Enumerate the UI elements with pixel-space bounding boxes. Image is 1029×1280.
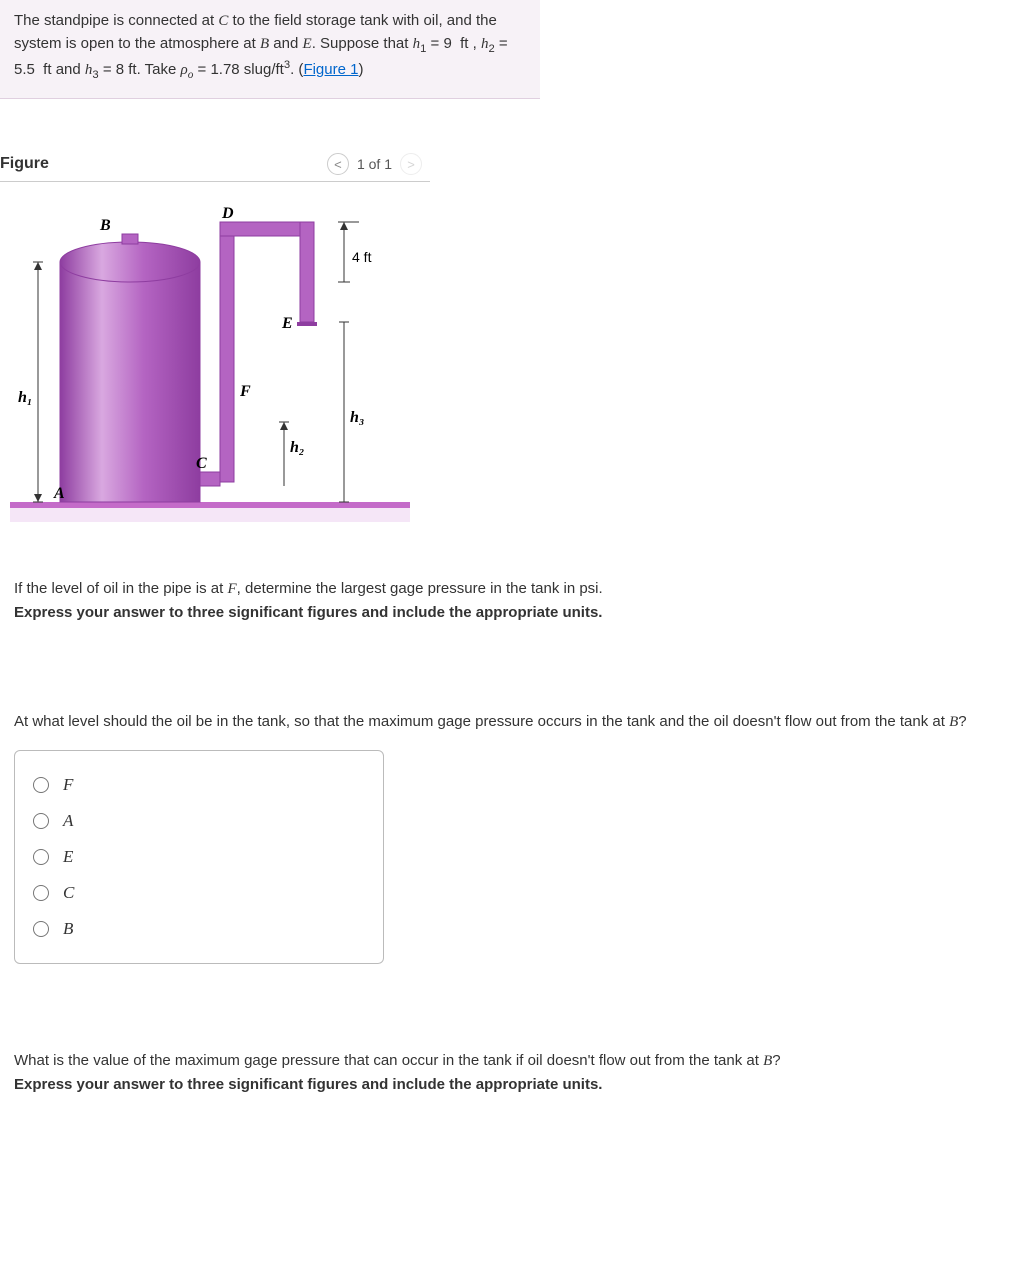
option-C[interactable]: C bbox=[33, 875, 365, 911]
problem-text-end: ) bbox=[358, 61, 363, 78]
option-B-label: B bbox=[63, 919, 73, 939]
question-2: At what level should the oil be in the t… bbox=[14, 710, 1015, 734]
radio-E[interactable] bbox=[33, 849, 49, 865]
option-A-label: A bbox=[63, 811, 73, 831]
figure-panel: Figure < 1 of 1 > B D E F C Ah₁ h₂ h₃ 4 ft bbox=[0, 149, 430, 522]
option-C-label: C bbox=[63, 883, 74, 903]
svg-text:D: D bbox=[221, 205, 234, 222]
q1-instruction: Express your answer to three significant… bbox=[14, 601, 1015, 625]
radio-C[interactable] bbox=[33, 885, 49, 901]
q2-options: F A E C B bbox=[14, 750, 384, 964]
q2-prompt: At what level should the oil be in the t… bbox=[14, 710, 1015, 734]
svg-text:h₁: h₁ bbox=[18, 389, 32, 406]
svg-text:h₃: h₃ bbox=[350, 409, 364, 426]
radio-A[interactable] bbox=[33, 813, 49, 829]
question-1: If the level of oil in the pipe is at F,… bbox=[14, 577, 1015, 625]
q3-prompt: What is the value of the maximum gage pr… bbox=[14, 1049, 1015, 1073]
question-3: What is the value of the maximum gage pr… bbox=[14, 1049, 1015, 1097]
svg-text:h₂: h₂ bbox=[290, 439, 304, 456]
option-F-label: F bbox=[63, 775, 73, 795]
svg-text:F: F bbox=[239, 383, 251, 400]
svg-text:B: B bbox=[99, 217, 111, 234]
radio-B[interactable] bbox=[33, 921, 49, 937]
svg-text:4 ft: 4 ft bbox=[352, 249, 372, 265]
problem-statement: The standpipe is connected at C to the f… bbox=[0, 0, 540, 99]
svg-text:E: E bbox=[281, 315, 293, 332]
figure-nav-label: 1 of 1 bbox=[357, 156, 392, 172]
problem-text: The standpipe is connected at C to the f… bbox=[14, 12, 508, 78]
q1-prompt: If the level of oil in the pipe is at F,… bbox=[14, 577, 1015, 601]
figure-nav: < 1 of 1 > bbox=[327, 153, 422, 175]
figure-next-button[interactable]: > bbox=[400, 153, 422, 175]
option-F[interactable]: F bbox=[33, 767, 365, 803]
option-E[interactable]: E bbox=[33, 839, 365, 875]
option-A[interactable]: A bbox=[33, 803, 365, 839]
q3-instruction: Express your answer to three significant… bbox=[14, 1073, 1015, 1097]
figure-header: Figure < 1 of 1 > bbox=[0, 149, 430, 182]
figure-prev-button[interactable]: < bbox=[327, 153, 349, 175]
radio-F[interactable] bbox=[33, 777, 49, 793]
figure-link[interactable]: Figure 1 bbox=[303, 61, 358, 78]
svg-text:C: C bbox=[196, 455, 207, 472]
svg-text:A: A bbox=[53, 485, 65, 502]
option-B[interactable]: B bbox=[33, 911, 365, 947]
figure-diagram: B D E F C Ah₁ h₂ h₃ 4 ft bbox=[10, 202, 410, 522]
option-E-label: E bbox=[63, 847, 73, 867]
figure-title: Figure bbox=[0, 155, 49, 173]
